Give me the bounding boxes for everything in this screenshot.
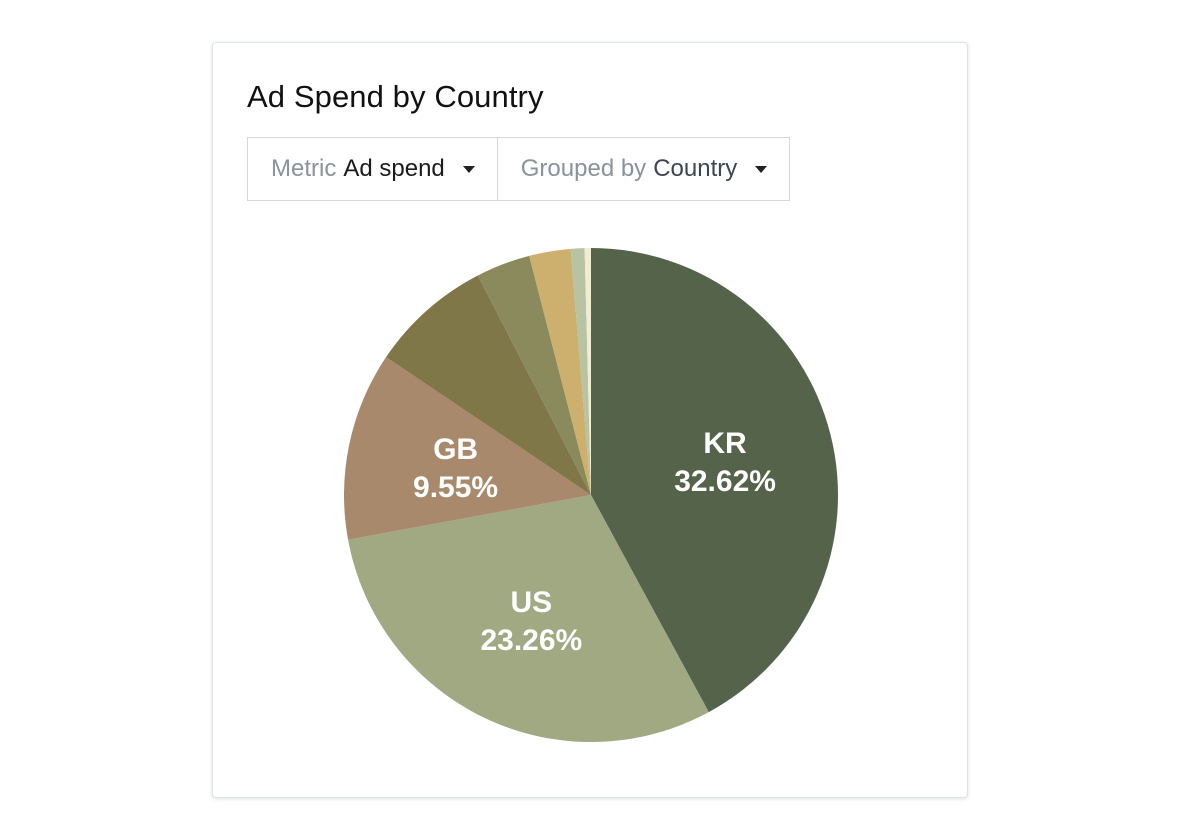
pie-slice-7[interactable] — [584, 248, 591, 495]
slice-value-label-gb: 9.55% — [413, 471, 498, 504]
slice-label-gb: GB — [433, 433, 478, 466]
caret-down-icon — [462, 165, 475, 173]
metric-dropdown-label: Metric — [271, 155, 337, 182]
pie-slice-4[interactable] — [477, 255, 591, 495]
slice-label-kr: KR — [703, 427, 747, 460]
group-by-dropdown[interactable]: Grouped by Country — [496, 137, 791, 201]
metric-dropdown[interactable]: Metric Ad spend — [247, 137, 498, 201]
chart-controls: Metric Ad spend Grouped by Country — [247, 137, 791, 201]
pie-slice-6[interactable] — [570, 248, 591, 495]
chart-title: Ad Spend by Country — [247, 79, 544, 114]
pie-slice-gb[interactable] — [344, 357, 591, 540]
pie-slice-3[interactable] — [386, 275, 591, 495]
slice-value-label-kr: 32.62% — [674, 465, 776, 498]
slice-label-us: US — [511, 586, 553, 619]
pie-slice-us[interactable] — [348, 495, 709, 742]
caret-down-icon — [755, 165, 768, 173]
group-by-dropdown-value: Country — [653, 155, 738, 182]
slice-value-label-us: 23.26% — [480, 624, 582, 657]
group-by-dropdown-label: Grouped by — [520, 155, 647, 182]
pie-slice-5[interactable] — [529, 248, 591, 495]
metric-dropdown-value: Ad spend — [343, 155, 445, 182]
chart-card: Ad Spend by Country Metric Ad spend Grou… — [212, 42, 968, 798]
pie-slice-kr[interactable] — [591, 248, 839, 713]
